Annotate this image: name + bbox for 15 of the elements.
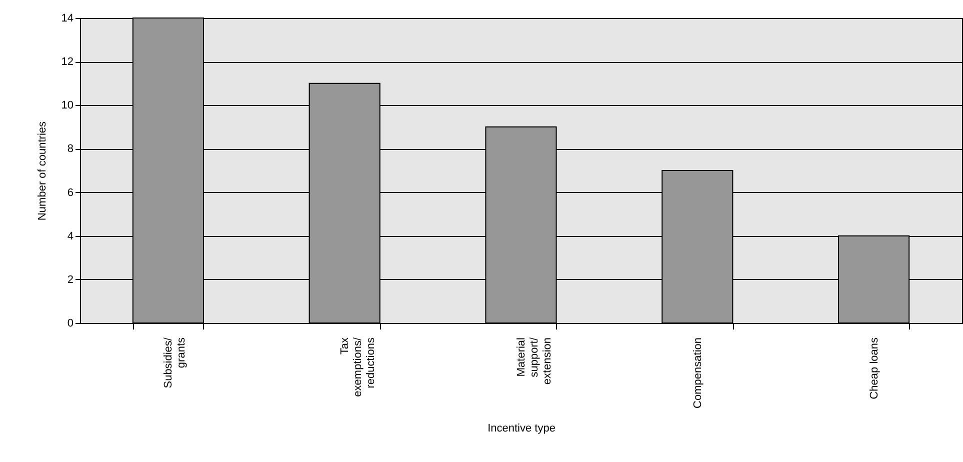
x-tick-label: Compensation <box>692 338 704 408</box>
y-tick-label: 6 <box>67 186 74 199</box>
x-tick-label: Subsidies/ grants <box>162 336 188 388</box>
x-tick-label: Tax exemptions/ reductions <box>339 336 378 397</box>
y-tick-label: 0 <box>67 318 74 330</box>
x-tick-label: Cheap loans <box>868 337 880 400</box>
y-tick-label: 2 <box>67 274 74 286</box>
y-tick-label: 8 <box>67 143 74 156</box>
x-axis-title: Incentive type <box>488 422 556 434</box>
y-tick-label: 10 <box>61 100 74 112</box>
y-tick-label: 12 <box>61 56 74 68</box>
x-tick-label: Material support/ extension <box>516 336 554 385</box>
y-tick-label: 14 <box>61 12 74 24</box>
y-tick-label: 4 <box>67 230 74 242</box>
y-axis-title: Number of countries <box>36 120 48 221</box>
